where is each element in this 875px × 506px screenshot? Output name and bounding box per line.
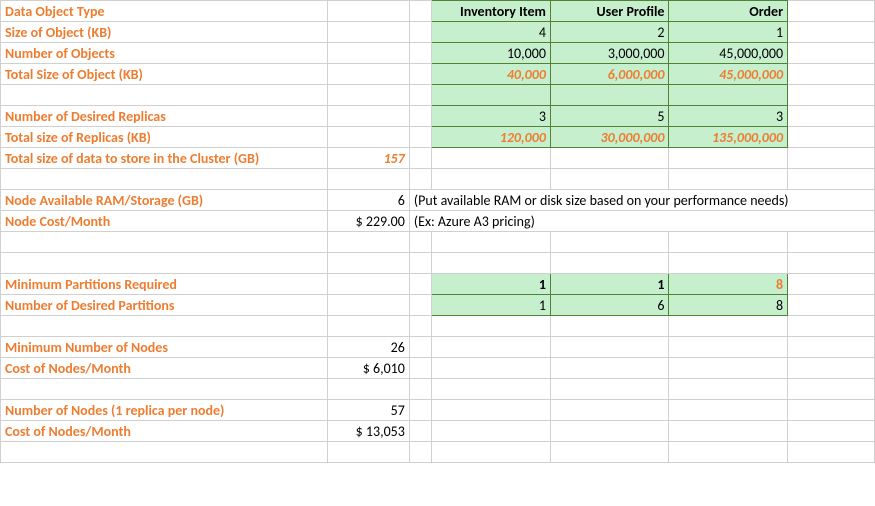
row-cost-nodes: Cost of Nodes/Month $ 6,010 <box>1 358 875 379</box>
num-obj-c2[interactable]: 3,000,000 <box>550 43 669 64</box>
row-spacer-2 <box>1 169 875 190</box>
row-spacer-4 <box>1 253 875 274</box>
row-size-kb: Size of Object (KB) 4 2 1 <box>1 22 875 43</box>
node-ram-note: (Put available RAM or disk size based on… <box>409 190 874 211</box>
cost-nodes-2-val: $ 13,053 <box>328 421 410 442</box>
row-header: Data Object Type Inventory Item User Pro… <box>1 1 875 22</box>
des-part-c2[interactable]: 6 <box>550 295 669 316</box>
size-kb-c1[interactable]: 4 <box>432 22 551 43</box>
rep-kb-c3: 135,000,000 <box>669 127 788 148</box>
row-des-part: Number of Desired Partitions 1 6 8 <box>1 295 875 316</box>
des-part-c3[interactable]: 8 <box>669 295 788 316</box>
cost-nodes-val: $ 6,010 <box>328 358 410 379</box>
cluster-gb-val: 157 <box>328 148 410 169</box>
replicas-c1[interactable]: 3 <box>432 106 551 127</box>
row-rep-kb: Total size of Replicas (KB) 120,000 30,0… <box>1 127 875 148</box>
col-header-1: Inventory Item <box>432 1 551 22</box>
row-min-nodes: Minimum Number of Nodes 26 <box>1 337 875 358</box>
total-kb-c3: 45,000,000 <box>669 64 788 85</box>
row-replicas: Number of Desired Replicas 3 5 3 <box>1 106 875 127</box>
row-node-ram: Node Available RAM/Storage (GB) 6 (Put a… <box>1 190 875 211</box>
size-kb-c2[interactable]: 2 <box>550 22 669 43</box>
rep-kb-c1: 120,000 <box>432 127 551 148</box>
row-spacer-3 <box>1 232 875 253</box>
replicas-c3[interactable]: 3 <box>669 106 788 127</box>
cluster-sizing-table: Data Object Type Inventory Item User Pro… <box>0 0 875 463</box>
des-part-c1[interactable]: 1 <box>432 295 551 316</box>
num-obj-c3[interactable]: 45,000,000 <box>669 43 788 64</box>
label-total-kb: Total Size of Object (KB) <box>1 64 328 85</box>
min-part-c2: 1 <box>550 274 669 295</box>
label-replicas: Number of Desired Replicas <box>1 106 328 127</box>
label-min-nodes: Minimum Number of Nodes <box>1 337 328 358</box>
node-cost-val[interactable]: $ 229.00 <box>328 211 410 232</box>
label-cluster-gb: Total size of data to store in the Clust… <box>1 148 328 169</box>
rep-kb-c2: 30,000,000 <box>550 127 669 148</box>
label-node-ram: Node Available RAM/Storage (GB) <box>1 190 328 211</box>
row-node-cost: Node Cost/Month $ 229.00 (Ex: Azure A3 p… <box>1 211 875 232</box>
label-des-part: Number of Desired Partitions <box>1 295 328 316</box>
row-spacer-6 <box>1 379 875 400</box>
min-nodes-val: 26 <box>328 337 410 358</box>
min-part-c3: 8 <box>669 274 788 295</box>
label-nodes-1rep: Number of Nodes (1 replica per node) <box>1 400 328 421</box>
label-rep-kb: Total size of Replicas (KB) <box>1 127 328 148</box>
num-obj-c1[interactable]: 10,000 <box>432 43 551 64</box>
total-kb-c1: 40,000 <box>432 64 551 85</box>
label-min-part: Minimum Partitions Required <box>1 274 328 295</box>
row-spacer-7 <box>1 442 875 463</box>
row-total-kb: Total Size of Object (KB) 40,000 6,000,0… <box>1 64 875 85</box>
total-kb-c2: 6,000,000 <box>550 64 669 85</box>
row-cost-nodes-2: Cost of Nodes/Month $ 13,053 <box>1 421 875 442</box>
node-cost-note: (Ex: Azure A3 pricing) <box>409 211 874 232</box>
col-header-2: User Profile <box>550 1 669 22</box>
node-ram-val[interactable]: 6 <box>328 190 410 211</box>
row-cluster-gb: Total size of data to store in the Clust… <box>1 148 875 169</box>
row-spacer-1 <box>1 85 875 106</box>
col-header-3: Order <box>669 1 788 22</box>
label-num-obj: Number of Objects <box>1 43 328 64</box>
label-node-cost: Node Cost/Month <box>1 211 328 232</box>
size-kb-c3[interactable]: 1 <box>669 22 788 43</box>
nodes-1rep-val: 57 <box>328 400 410 421</box>
label-data-object-type: Data Object Type <box>1 1 328 22</box>
row-min-part: Minimum Partitions Required 1 1 8 <box>1 274 875 295</box>
row-spacer-5 <box>1 316 875 337</box>
row-num-obj: Number of Objects 10,000 3,000,000 45,00… <box>1 43 875 64</box>
min-part-c1: 1 <box>432 274 551 295</box>
label-size-kb: Size of Object (KB) <box>1 22 328 43</box>
label-cost-nodes: Cost of Nodes/Month <box>1 358 328 379</box>
row-nodes-1rep: Number of Nodes (1 replica per node) 57 <box>1 400 875 421</box>
label-cost-nodes-2: Cost of Nodes/Month <box>1 421 328 442</box>
replicas-c2[interactable]: 5 <box>550 106 669 127</box>
